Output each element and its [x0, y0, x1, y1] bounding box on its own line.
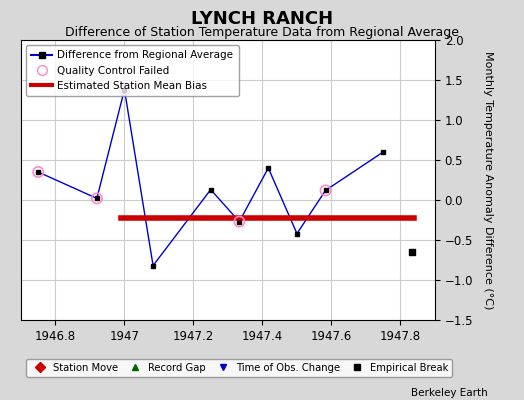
- Estimated Station Mean Bias: [411, 215, 417, 220]
- Difference from Regional Average: [294, 231, 300, 236]
- Text: Berkeley Earth: Berkeley Earth: [411, 388, 487, 398]
- Quality Control Failed: [235, 218, 244, 225]
- Difference from Regional Average: [94, 196, 100, 201]
- Text: LYNCH RANCH: LYNCH RANCH: [191, 10, 333, 28]
- Quality Control Failed: [321, 187, 330, 194]
- Legend: Station Move, Record Gap, Time of Obs. Change, Empirical Break: Station Move, Record Gap, Time of Obs. C…: [26, 358, 452, 376]
- Y-axis label: Monthly Temperature Anomaly Difference (°C): Monthly Temperature Anomaly Difference (…: [483, 51, 493, 309]
- Difference from Regional Average: [150, 263, 156, 268]
- Difference from Regional Average: [265, 166, 271, 170]
- Text: Difference of Station Temperature Data from Regional Average: Difference of Station Temperature Data f…: [65, 26, 459, 39]
- Quality Control Failed: [120, 86, 128, 93]
- Difference from Regional Average: [236, 219, 243, 224]
- Quality Control Failed: [34, 169, 42, 175]
- Difference from Regional Average: [208, 187, 214, 192]
- Difference from Regional Average: [121, 87, 127, 92]
- Point: [408, 249, 416, 255]
- Difference from Regional Average: [380, 150, 386, 154]
- Line: Difference from Regional Average: Difference from Regional Average: [36, 87, 386, 268]
- Quality Control Failed: [93, 195, 101, 202]
- Estimated Station Mean Bias: [118, 215, 124, 220]
- Difference from Regional Average: [322, 188, 329, 193]
- Difference from Regional Average: [35, 170, 41, 174]
